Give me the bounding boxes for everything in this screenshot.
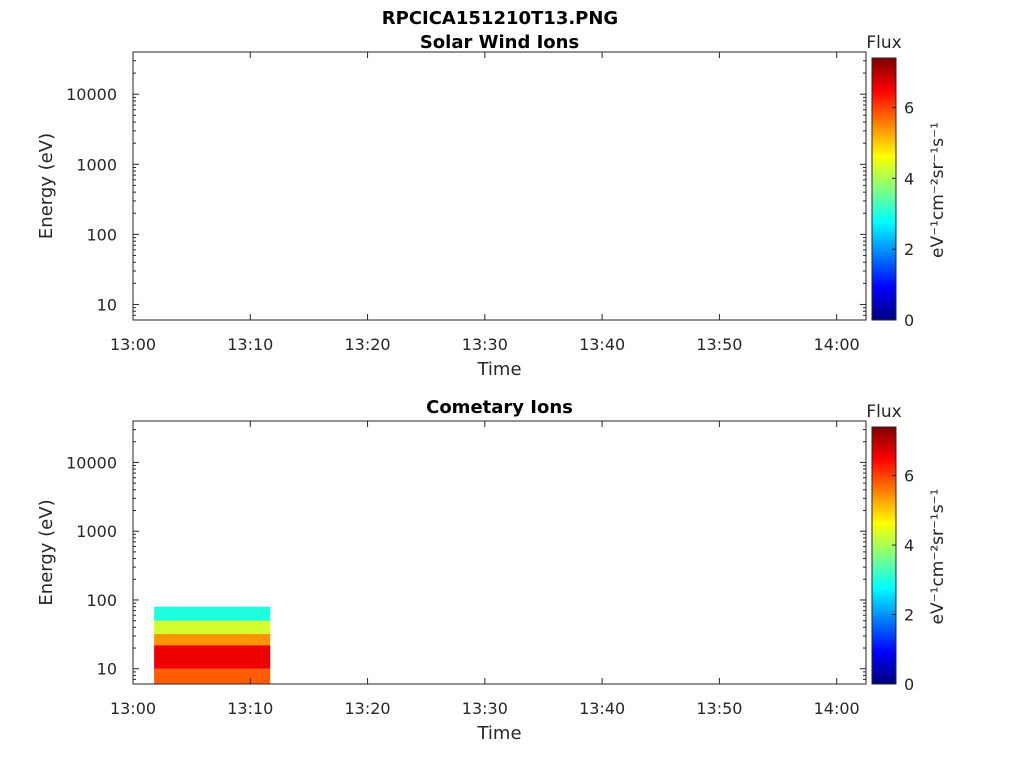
x-tick-label: 13:50 xyxy=(696,699,742,718)
colorbar-tick-label: 0 xyxy=(904,675,914,694)
colorbar xyxy=(871,426,897,685)
x-tick-label: 14:00 xyxy=(814,699,860,718)
x-tick-label: 13:00 xyxy=(110,335,156,354)
heatmap-cell xyxy=(154,668,271,684)
x-axis-label: Time xyxy=(476,359,521,380)
x-tick-label: 13:30 xyxy=(462,699,508,718)
colorbar-tick-label: 6 xyxy=(904,467,914,486)
x-tick-label: 13:40 xyxy=(579,335,625,354)
x-tick-label: 13:20 xyxy=(345,335,391,354)
y-tick-label: 1000 xyxy=(76,522,117,541)
panel-title: Cometary Ions xyxy=(426,397,573,418)
x-tick-label: 13:20 xyxy=(345,699,391,718)
x-tick-label: 13:50 xyxy=(696,335,742,354)
y-tick-label: 100 xyxy=(86,591,117,610)
colorbar-tick-label: 2 xyxy=(904,240,914,259)
plot-frame xyxy=(132,51,867,321)
colorbar-label: eV⁻¹cm⁻²sr⁻¹s⁻¹ xyxy=(928,122,948,258)
colorbar-tick-label: 4 xyxy=(904,536,914,555)
y-tick-label: 10 xyxy=(97,660,117,679)
x-tick-label: 13:00 xyxy=(110,699,156,718)
colorbar-tick-label: 4 xyxy=(904,169,914,188)
cometary-ions-panel: Cometary Ions 13:00 13:10 13:20 13:30 13:40 13… xyxy=(36,397,948,744)
solar-wind-ions-panel: Solar Wind Ions 13:00 13:10 13:20 13:30 13:40… xyxy=(36,32,948,380)
y-tick-label: 10000 xyxy=(66,453,117,472)
plot-frame xyxy=(132,420,867,685)
y-tick-label: 10000 xyxy=(66,85,117,104)
heatmap-cells xyxy=(154,606,271,684)
figure-title: RPCICA151210T13.PNG xyxy=(382,8,618,29)
x-tick-label: 13:30 xyxy=(462,335,508,354)
x-tick-label: 13:40 xyxy=(579,699,625,718)
colorbar-title: Flux xyxy=(866,402,901,422)
heatmap-cell xyxy=(154,633,271,646)
x-tick-label: 13:10 xyxy=(227,335,273,354)
y-tick-label: 10 xyxy=(97,295,117,314)
heatmap-cell xyxy=(154,606,271,621)
colorbar-tick-label: 6 xyxy=(904,99,914,118)
heatmap-cell xyxy=(154,620,271,634)
colorbar-tick-label: 0 xyxy=(904,311,914,330)
x-tick-label: 13:10 xyxy=(227,699,273,718)
panel-title: Solar Wind Ions xyxy=(420,32,579,53)
heatmap-cell xyxy=(154,645,271,669)
colorbar-tick-label: 2 xyxy=(904,606,914,625)
y-axis-label: Energy (eV) xyxy=(36,499,57,605)
x-tick-label: 14:00 xyxy=(814,335,860,354)
colorbar xyxy=(871,57,897,321)
y-axis-label: Energy (eV) xyxy=(36,133,57,239)
colorbar-title: Flux xyxy=(866,33,901,53)
y-tick-label: 100 xyxy=(86,225,117,244)
x-axis-label: Time xyxy=(476,723,521,744)
colorbar-label: eV⁻¹cm⁻²sr⁻¹s⁻¹ xyxy=(928,489,948,625)
y-tick-label: 1000 xyxy=(76,155,117,174)
